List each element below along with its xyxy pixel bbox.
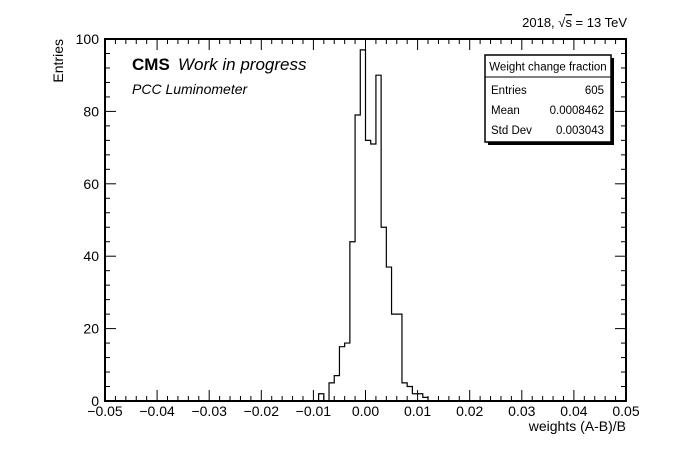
energy-label: 2018, √s = 13 TeV [522, 15, 627, 30]
histogram-bin [376, 75, 381, 401]
x-tick-label: 0.00 [352, 403, 379, 419]
histogram-bin [402, 383, 407, 401]
histogram-bin [371, 144, 376, 401]
y-axis-title: Entries [50, 39, 66, 83]
x-axis-title: weights (A-B)/B [528, 418, 626, 434]
histogram-bin [412, 394, 417, 401]
x-tick-label: 0.05 [612, 403, 639, 419]
histogram-bin [355, 115, 360, 401]
stats-entries-label: Entries [491, 85, 527, 97]
histogram-bin [350, 242, 355, 401]
histogram-bin [360, 50, 365, 401]
sqrt-symbol: √ [558, 15, 566, 30]
histogram-bin [381, 227, 386, 401]
histogram-outline [313, 49, 434, 402]
x-tick-label: 0.03 [508, 403, 535, 419]
histogram-bin [397, 314, 402, 401]
y-axis-ticks [105, 38, 626, 402]
y-tick-label: 100 [76, 31, 100, 47]
energy-prefix: 2018, [522, 15, 558, 30]
stats-entries-value: 605 [585, 85, 604, 97]
y-axis-tick-labels: 0 20 40 60 80 100 [76, 31, 100, 409]
histogram-series [313, 49, 434, 402]
histogram-bin [418, 394, 423, 401]
histogram-bin [407, 387, 412, 401]
stats-box-title: Weight change fraction [489, 62, 606, 74]
histogram-bin [334, 376, 339, 401]
energy-s: s [565, 15, 572, 30]
histogram-bin [329, 383, 334, 401]
x-tick-label: −0.02 [244, 403, 280, 419]
x-tick-label: 0.04 [560, 403, 587, 419]
y-tick-label: 80 [83, 103, 99, 119]
x-tick-label: 0.01 [404, 403, 431, 419]
x-tick-label: −0.01 [296, 403, 332, 419]
x-axis-ticks [104, 39, 627, 401]
cms-label: CMS [132, 55, 170, 74]
energy-suffix: = 13 TeV [572, 15, 627, 30]
y-tick-label: 20 [83, 321, 99, 337]
stats-stddev-label: Std Dev [491, 125, 532, 137]
x-tick-label: −0.03 [191, 403, 227, 419]
y-tick-label: 60 [83, 176, 99, 192]
histogram-bin [366, 140, 371, 401]
stats-mean-label: Mean [491, 105, 520, 117]
y-tick-label: 0 [91, 393, 99, 409]
x-axis-tick-labels: −0.05 −0.04 −0.03 −0.02 −0.01 0.00 0.01 0.02 0.0… [87, 403, 640, 419]
histogram-bin [345, 343, 350, 401]
histogram-bin [392, 314, 397, 401]
x-tick-label: −0.05 [87, 403, 123, 419]
y-tick-label: 40 [83, 248, 99, 264]
detector-label: PCC Luminometer [132, 81, 248, 97]
x-tick-label: 0.02 [456, 403, 483, 419]
stats-stddev-value: 0.003043 [556, 125, 604, 137]
stats-box-frame [484, 54, 612, 143]
histogram-bin [386, 267, 391, 401]
x-tick-label: −0.04 [139, 403, 175, 419]
histogram-bin [339, 347, 344, 401]
stats-box: Weight change fraction Entries 605 Mean … [484, 54, 614, 145]
stats-mean-value: 0.0008462 [550, 105, 604, 117]
work-in-progress-label: Work in progress [178, 55, 307, 74]
histogram-bin [319, 394, 324, 401]
